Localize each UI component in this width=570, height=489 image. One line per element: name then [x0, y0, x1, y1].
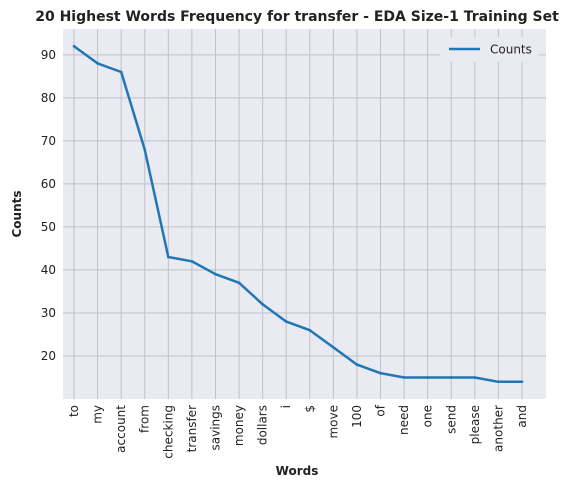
data-point-savings	[214, 272, 217, 276]
x-tick-label-0: to	[67, 405, 81, 417]
series-line-counts	[73, 45, 522, 384]
x-tick-label-17: please	[468, 405, 482, 444]
y-tick-label-50: 50	[41, 220, 56, 234]
data-point-move	[332, 346, 335, 349]
plot-area	[63, 29, 546, 399]
y-tick-label-90: 90	[41, 48, 56, 62]
x-tick-label-2: account	[114, 405, 128, 453]
data-point-of	[379, 371, 382, 375]
y-tick-label-20: 20	[41, 349, 56, 363]
x-tick-label-1: my	[91, 405, 105, 424]
grid	[63, 29, 546, 399]
data-point-transfer	[190, 260, 194, 263]
data-point-money	[237, 281, 241, 285]
data-point-account	[119, 70, 123, 74]
y-tick-label-40: 40	[41, 263, 56, 277]
y-tick-label-70: 70	[41, 134, 56, 148]
x-tick-label-10: $	[303, 405, 317, 413]
x-tick-label-15: one	[421, 405, 435, 427]
x-tick-label-7: money	[232, 405, 246, 446]
y-axis-ticks: 20 30 40 50 60 70 80 90	[41, 48, 56, 363]
data-point-send	[449, 376, 453, 379]
x-axis-ticks: to my account from checking transfer savings mo…	[67, 404, 529, 458]
data-point-$	[308, 328, 312, 332]
data-point-to	[72, 44, 76, 48]
data-point-my	[96, 62, 99, 65]
x-tick-label-3: from	[138, 405, 152, 433]
chart-title: 20 Highest Words Frequency for transfer …	[35, 9, 559, 25]
x-tick-label-12: 100	[350, 405, 364, 428]
x-tick-label-6: savings	[208, 405, 222, 451]
data-point-need	[402, 376, 406, 379]
data-point-please	[473, 376, 477, 379]
y-tick-label-30: 30	[41, 306, 56, 320]
data-point-checking	[167, 255, 170, 259]
x-tick-label-19: and	[515, 405, 529, 428]
x-tick-label-5: transfer	[185, 405, 199, 452]
data-point-i	[284, 320, 288, 323]
x-tick-label-18: another	[491, 405, 505, 452]
data-point-and	[520, 380, 524, 384]
x-tick-label-8: dollars	[256, 405, 270, 445]
y-tick-label-60: 60	[41, 177, 56, 191]
x-tick-label-4: checking	[161, 405, 175, 459]
data-point-100	[355, 363, 359, 366]
x-tick-label-14: need	[397, 405, 411, 435]
data-point-another	[497, 380, 500, 384]
legend: Counts	[440, 37, 539, 62]
data-point-one	[426, 376, 429, 379]
x-tick-label-11: move	[326, 405, 340, 439]
series-layer	[72, 44, 524, 384]
x-tick-label-9: i	[279, 405, 293, 408]
data-point-from	[143, 148, 147, 151]
x-tick-label-13: of	[374, 404, 388, 416]
data-point-dollars	[261, 303, 264, 306]
x-tick-label-16: send	[444, 405, 458, 434]
y-axis-label: Counts	[10, 190, 24, 237]
x-axis-label: Words	[276, 464, 319, 478]
legend-label-counts: Counts	[490, 43, 532, 57]
y-tick-label-80: 80	[41, 91, 56, 105]
